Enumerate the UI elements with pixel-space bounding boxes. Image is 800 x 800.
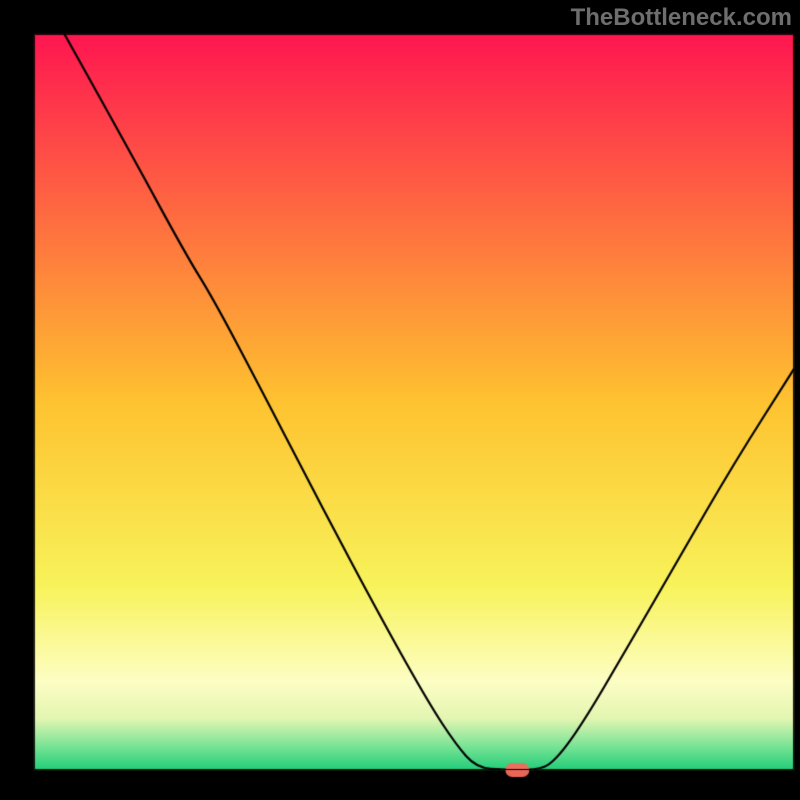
chart-container: TheBottleneck.com (0, 0, 800, 800)
plot-border (0, 0, 800, 800)
watermark-text: TheBottleneck.com (571, 4, 792, 32)
